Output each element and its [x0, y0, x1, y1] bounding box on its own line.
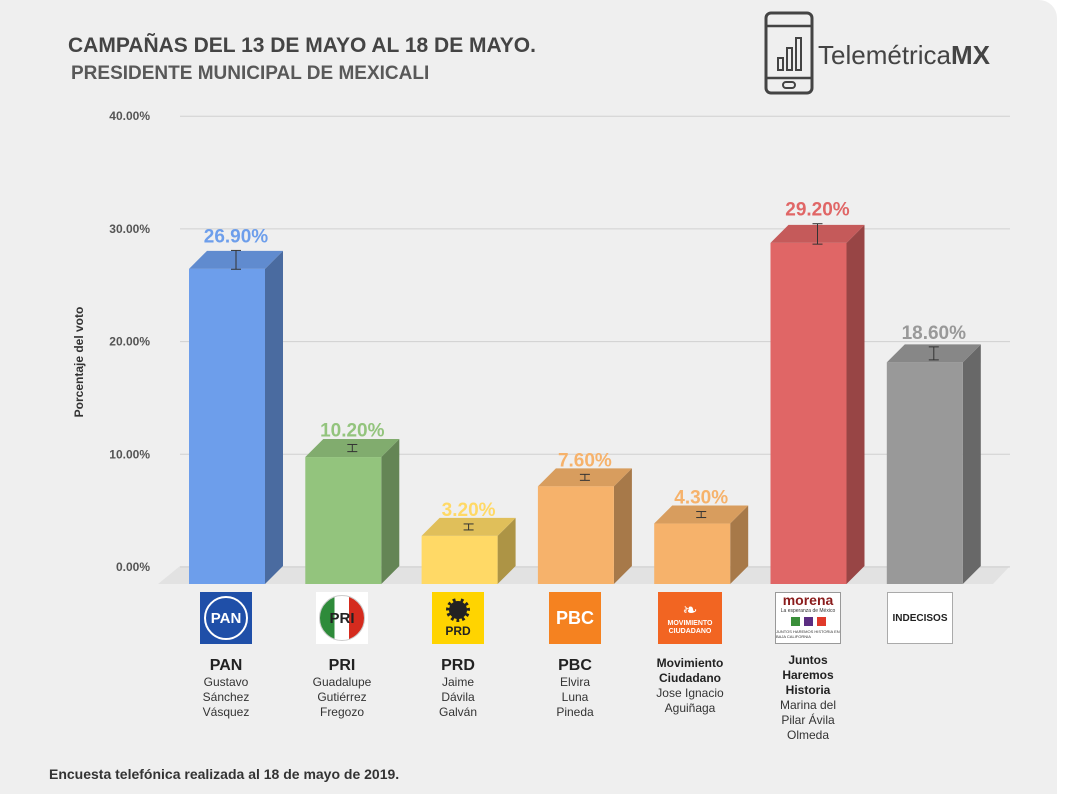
party-label: PRI Guadalupe Gutiérrez Fregozo — [283, 656, 401, 720]
bar — [537, 486, 614, 584]
eagle-icon: ❧ — [682, 600, 698, 620]
page-margin — [1057, 0, 1080, 794]
party-square-icon — [790, 617, 800, 626]
y-tick-label: 0.00% — [116, 560, 150, 574]
bar-side — [497, 517, 516, 584]
party-square-icon — [816, 617, 826, 626]
morena-coalition-logo: morena La esperanza de México JUNTOS HAREM… — [775, 592, 841, 644]
party-name: Juntos Haremos Historia — [782, 653, 834, 697]
party-label: Juntos Haremos Historia Marina del Pilar … — [749, 653, 867, 743]
bar-side — [381, 439, 400, 584]
morena-slogan: La esperanza de México — [780, 608, 836, 614]
data-label: 18.60% — [902, 323, 967, 344]
mc-logo-text: MOVIMIENTO CIUDADANO — [667, 620, 713, 635]
party-label: Movimiento Ciudadano Jose Ignacio Aguiñag… — [631, 656, 749, 716]
party-label: PAN Gustavo Sánchez Vásquez — [167, 656, 285, 720]
pri-logo-text: PRI — [329, 609, 355, 627]
coalition-text: JUNTOS HAREMOS HISTORIA EN BAJA CALIFORN… — [776, 629, 840, 639]
bar-side — [265, 250, 283, 584]
candidate-name: Jose Ignacio Aguiñaga — [656, 686, 724, 715]
y-tick-label: 40.00% — [109, 109, 150, 123]
data-label: 4.30% — [674, 488, 728, 509]
candidate-name: Marina del Pilar Ávila Olmeda — [779, 698, 837, 742]
party-name: PRI — [328, 657, 356, 674]
telemetrica-logo: TelemétricaMX — [762, 10, 1022, 98]
data-label: 3.20% — [442, 500, 496, 521]
morena-logo-text: morena — [782, 592, 834, 608]
bar-chart: 0.00% 10.00% 20.00% 30.00% 40.00% 26.90% 10.20… — [109, 109, 1010, 584]
bar — [421, 535, 498, 584]
brand-name: TelemétricaMX — [818, 40, 990, 70]
eagle-logo: ❧ MOVIMIENTO CIUDADANO — [658, 592, 722, 644]
pan-logo: PAN — [200, 592, 252, 644]
pbc-logo: PBC — [549, 592, 601, 644]
chart-subtitle: PRESIDENTE MUNICIPAL DE MEXICALI — [71, 63, 430, 84]
bar-side — [846, 224, 865, 584]
pan-logo-text: PAN — [210, 609, 242, 627]
party-label: PRD Jaime Dávila Galván — [399, 656, 517, 720]
indecisos-box: INDECISOS — [887, 592, 953, 644]
candidate-name: Jaime Dávila Galván — [438, 675, 478, 719]
bar — [886, 362, 963, 584]
y-tick-label: 20.00% — [109, 335, 150, 349]
party-name: PAN — [209, 657, 243, 674]
chart-title: CAMPAÑAS DEL 13 DE MAYO AL 18 DE MAYO. — [68, 34, 536, 57]
coalition-icons — [790, 617, 826, 626]
data-label: 10.20% — [320, 420, 385, 441]
party-name: PRD — [441, 657, 475, 674]
bar-side — [613, 468, 632, 584]
bar-side — [962, 344, 981, 584]
candidate-name: Elvira Luna Pineda — [556, 675, 594, 719]
prd-sun-logo: PRD — [432, 592, 484, 644]
pbc-logo-text: PBC — [555, 607, 594, 628]
y-tick-label: 10.00% — [109, 447, 150, 461]
data-label: 7.60% — [558, 450, 612, 471]
bar — [654, 523, 731, 584]
data-label: 29.20% — [785, 200, 850, 221]
indecisos-text: INDECISOS — [892, 612, 948, 624]
phone-bar-chart-icon — [764, 11, 814, 95]
bar — [305, 457, 382, 584]
bar — [189, 268, 265, 584]
candidate-name: Gustavo Sánchez Vásquez — [202, 675, 250, 719]
footnote: Encuesta telefónica realizada al 18 de m… — [49, 766, 400, 782]
candidate-name: Guadalupe Gutiérrez Fregozo — [312, 675, 372, 719]
party-name: PBC — [558, 657, 592, 674]
prd-sun-icon — [446, 598, 470, 622]
pri-logo: PRI — [316, 592, 368, 644]
chart-background — [0, 0, 1057, 794]
prd-logo-text: PRD — [445, 624, 471, 638]
party-label: PBC Elvira Luna Pineda — [516, 656, 634, 720]
y-tick-label: 30.00% — [109, 222, 150, 236]
party-name: Movimiento Ciudadano — [656, 656, 724, 685]
bar — [770, 242, 847, 584]
party-square-icon — [803, 617, 813, 626]
bar-side — [730, 505, 749, 584]
pri-circle: PRI — [319, 595, 365, 641]
data-label: 26.90% — [204, 226, 269, 247]
pan-ring: PAN — [204, 596, 248, 640]
